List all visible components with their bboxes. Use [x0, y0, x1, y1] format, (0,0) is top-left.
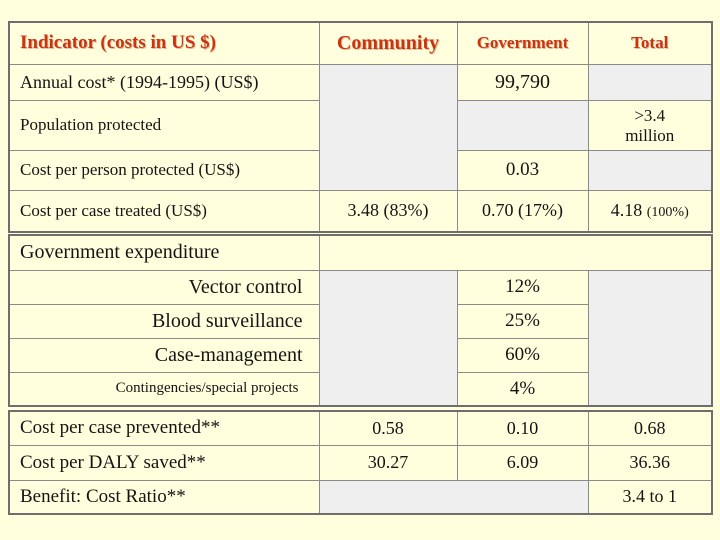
blank-cell-total-annual [587, 63, 713, 101]
table-row-population-protected: Population protected >3.4 million [8, 99, 713, 151]
blank-cell-total-cost-per-person [587, 149, 713, 191]
blood-surveillance-label: Blood surveillance [8, 303, 320, 339]
table-header-row: Indicator (costs in US $) Community Gove… [8, 21, 713, 65]
table-row-annual-cost: Annual cost* (1994-1995) (US$) 99,790 [8, 63, 713, 191]
government-expenditure-empty-cell [318, 234, 713, 271]
contingencies-government-value: 4% [456, 371, 589, 407]
case-management-government-value: 60% [456, 337, 589, 373]
header-indicator: Indicator (costs in US $) [8, 21, 320, 65]
annual-cost-label: Annual cost* (1994-1995) (US$) [8, 63, 320, 101]
cost-per-case-treated-total-value: 4.18 (100%) [587, 189, 713, 233]
cost-per-daly-saved-government-value: 6.09 [456, 444, 589, 481]
benefit-cost-ratio-total-value: 3.4 to 1 [587, 479, 713, 515]
cost-effectiveness-table: Cost per case prevented** 0.58 0.10 0.68… [8, 410, 713, 515]
blank-cell-government-population [456, 99, 589, 151]
header-total: Total [587, 21, 713, 65]
cost-per-case-treated-community-value: 3.48 (83%) [318, 189, 458, 233]
annual-cost-government-value: 99,790 [456, 63, 589, 101]
government-expenditure-label: Government expenditure [8, 234, 320, 271]
table-row-cost-per-case-prevented: Cost per case prevented** 0.58 0.10 0.68 [8, 410, 713, 446]
cost-per-daly-saved-community-value: 30.27 [318, 444, 458, 481]
blank-cell-benefit-ratio [318, 479, 589, 515]
cost-per-person-government-value: 0.03 [456, 149, 589, 191]
population-protected-total-value: >3.4 million [587, 99, 713, 151]
cost-per-case-treated-government-value: 0.70 (17%) [456, 189, 589, 233]
benefit-cost-ratio-label: Benefit: Cost Ratio** [8, 479, 320, 515]
table-row-cost-per-case-treated: Cost per case treated (US$) 3.48 (83%) 0… [8, 189, 713, 233]
government-expenditure-table: Government expenditure Vector control 12… [8, 234, 713, 407]
vector-control-label: Vector control [8, 269, 320, 305]
blood-surveillance-government-value: 25% [456, 303, 589, 339]
blank-cell-total-middle [587, 269, 713, 407]
blank-cell-community-top [318, 63, 458, 191]
header-government: Government [456, 21, 589, 65]
cost-summary-table: Indicator (costs in US $) Community Gove… [8, 21, 713, 233]
cost-per-daly-saved-total-value: 36.36 [587, 444, 713, 481]
case-management-label: Case-management [8, 337, 320, 373]
cost-per-person-label: Cost per person protected (US$) [8, 149, 320, 191]
contingencies-label: Contingencies/special projects [8, 371, 320, 407]
blank-cell-community-middle [318, 269, 458, 407]
cost-per-case-prevented-government-value: 0.10 [456, 410, 589, 446]
table-row-cost-per-person: Cost per person protected (US$) 0.03 [8, 149, 713, 191]
table-row-cost-per-daly-saved: Cost per DALY saved** 30.27 6.09 36.36 [8, 444, 713, 481]
table-row-case-management: Case-management 60% [8, 337, 712, 373]
cost-per-daly-saved-label: Cost per DALY saved** [8, 444, 320, 481]
cost-per-case-prevented-community-value: 0.58 [318, 410, 458, 446]
table-row-vector-control: Vector control 12% [8, 269, 713, 407]
population-protected-label: Population protected [8, 99, 320, 151]
header-community: Community [318, 21, 458, 65]
table-row-benefit-cost-ratio: Benefit: Cost Ratio** 3.4 to 1 [8, 479, 713, 515]
cost-per-case-prevented-total-value: 0.68 [587, 410, 713, 446]
vector-control-government-value: 12% [456, 269, 589, 305]
table-row-contingencies: Contingencies/special projects 4% [8, 371, 712, 407]
cost-per-case-prevented-label: Cost per case prevented** [8, 410, 320, 446]
population-total-text: >3.4 million [625, 105, 675, 145]
table-row-blood-surveillance: Blood surveillance 25% [8, 303, 712, 339]
table-row-government-expenditure: Government expenditure [8, 234, 713, 271]
cost-per-case-treated-label: Cost per case treated (US$) [8, 189, 320, 233]
